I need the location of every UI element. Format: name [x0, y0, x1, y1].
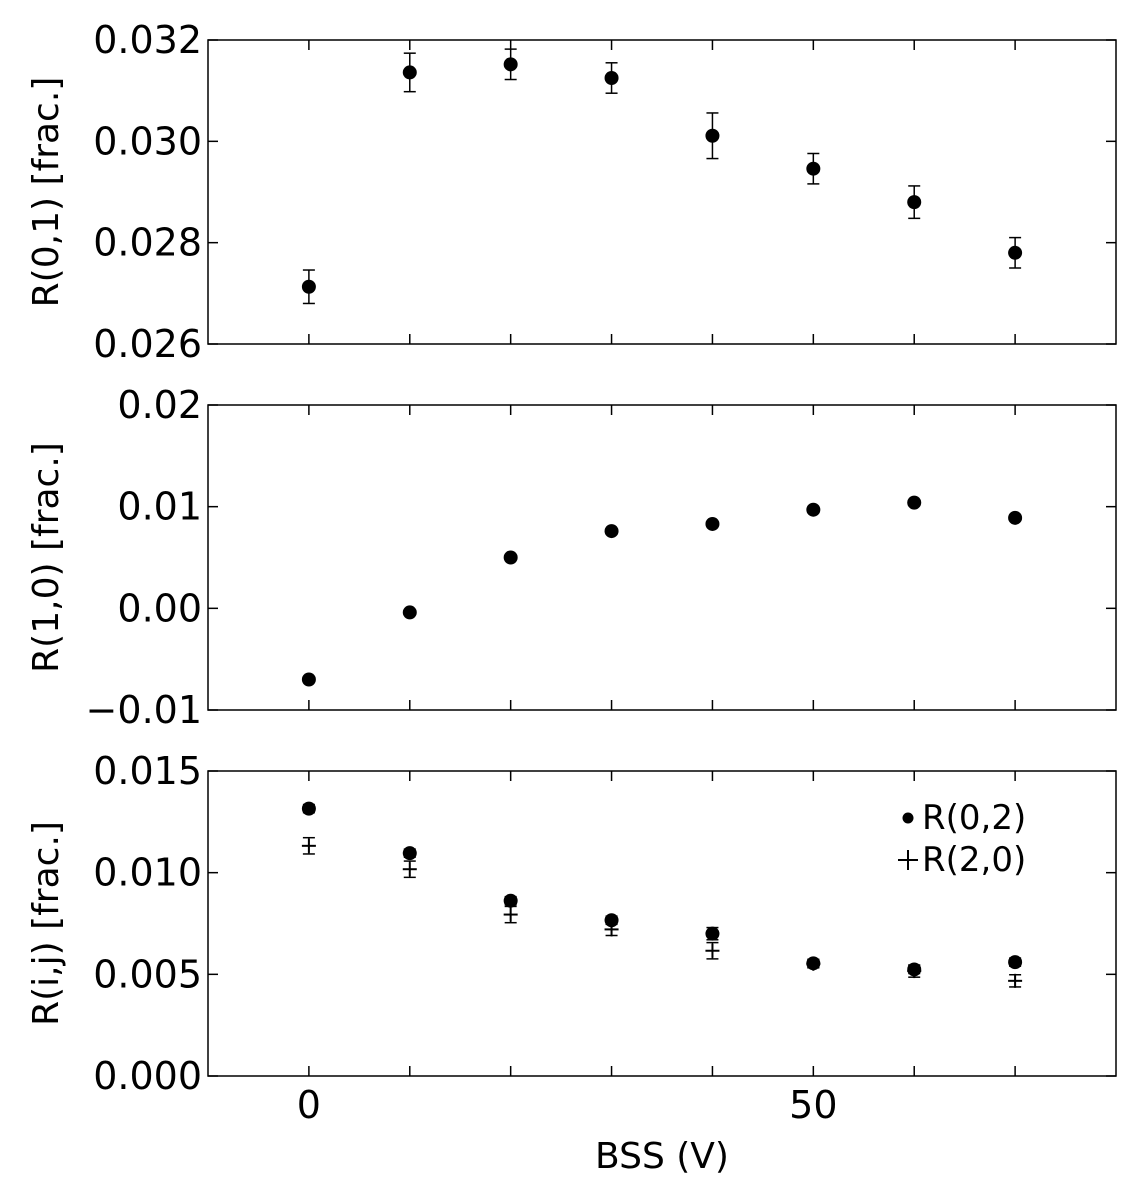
y-tick-label: 0.026	[93, 322, 202, 366]
y-tick-label: 0.010	[93, 851, 202, 895]
y-tick-label: −0.01	[86, 688, 202, 732]
data-point	[503, 550, 518, 565]
data-point	[402, 65, 417, 80]
legend-marker-circle	[902, 812, 914, 824]
y-tick-label: 0.015	[93, 749, 202, 793]
data-point	[806, 502, 821, 517]
y-axis-label: R(1,0) [frac.]	[26, 442, 67, 673]
y-tick-label: 0.030	[93, 119, 202, 163]
data-point	[301, 801, 316, 816]
y-tick-label: 0.00	[117, 586, 202, 630]
data-point	[402, 605, 417, 620]
y-tick-label: 0.000	[93, 1054, 202, 1098]
data-point	[705, 516, 720, 531]
x-axis-label: BSS (V)	[595, 1136, 729, 1177]
legend-label: R(2,0)	[922, 840, 1026, 880]
data-point	[503, 57, 518, 72]
legend-label: R(0,2)	[922, 798, 1026, 838]
y-tick-label: 0.02	[117, 383, 202, 427]
y-axis-label: R(0,1) [frac.]	[26, 77, 67, 308]
data-point	[301, 672, 316, 687]
data-point	[1008, 510, 1023, 525]
data-point	[402, 846, 417, 861]
x-tick-label: 0	[297, 1083, 321, 1127]
x-tick-label: 50	[789, 1083, 837, 1127]
y-tick-label: 0.01	[117, 485, 202, 529]
data-point	[705, 128, 720, 143]
data-point	[604, 524, 619, 539]
y-tick-label: 0.005	[93, 952, 202, 996]
data-point	[1008, 955, 1023, 970]
plot-frame-1	[207, 404, 1117, 711]
data-point	[907, 495, 922, 510]
y-tick-label: 0.032	[93, 18, 202, 62]
y-tick-label: 0.028	[93, 221, 202, 265]
plot-frame-0	[207, 39, 1117, 345]
data-point	[907, 195, 922, 210]
data-point	[806, 161, 821, 176]
data-point	[503, 893, 518, 908]
data-point	[604, 71, 619, 85]
data-point	[301, 279, 316, 294]
plot-frame-2	[207, 770, 1117, 1077]
y-axis-label: R(i,j) [frac.]	[26, 821, 67, 1026]
data-point	[705, 926, 720, 941]
data-point	[1008, 245, 1023, 260]
